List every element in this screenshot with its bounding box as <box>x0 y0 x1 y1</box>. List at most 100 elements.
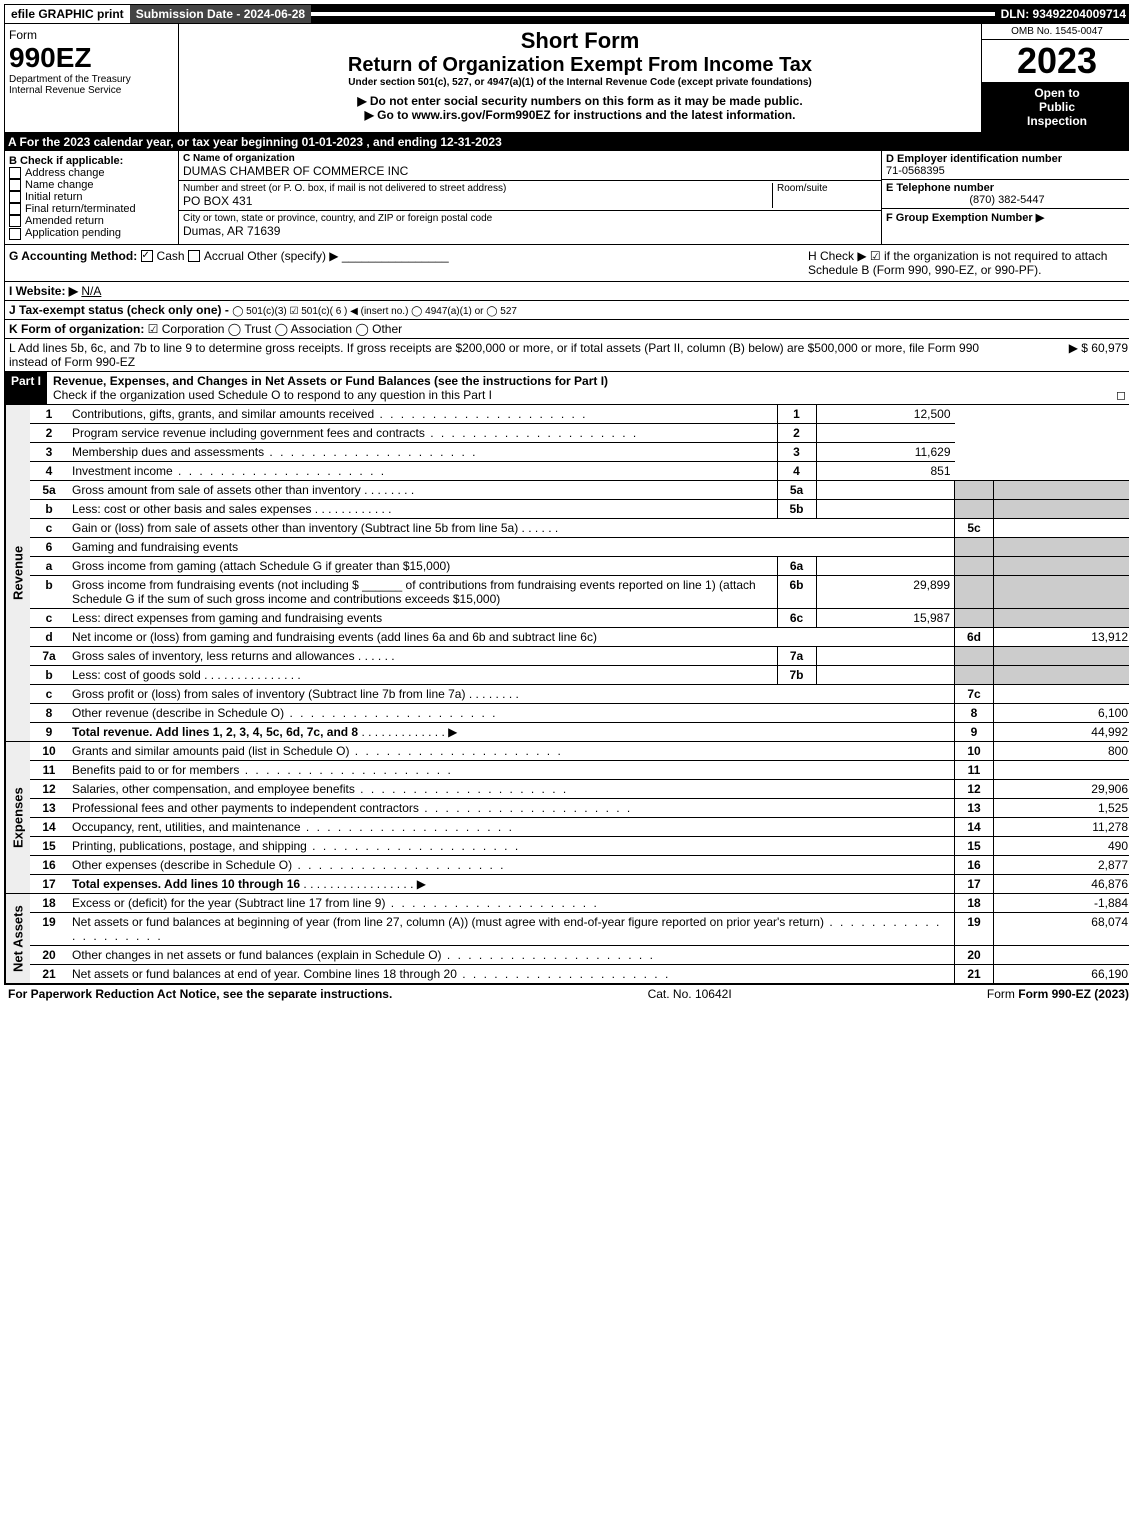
open-line3: Inspection <box>986 114 1128 128</box>
line-13-val: 1,525 <box>994 798 1129 817</box>
g-cash-check[interactable] <box>141 250 153 262</box>
line-11: 11Benefits paid to or for members11 <box>30 760 1129 779</box>
line-18: 18Excess or (deficit) for the year (Subt… <box>30 894 1129 913</box>
g-accrual-label: Accrual <box>204 249 244 263</box>
subtitle: Under section 501(c), 527, or 4947(a)(1)… <box>183 77 977 88</box>
return-title: Return of Organization Exempt From Incom… <box>183 54 977 77</box>
line-6-desc: Gaming and fundraising events <box>68 537 955 556</box>
b-opt-address[interactable]: Address change <box>9 167 174 179</box>
b-opt-name[interactable]: Name change <box>9 179 174 191</box>
line-6b-sv: 29,899 <box>816 575 955 608</box>
c-name-row: C Name of organization DUMAS CHAMBER OF … <box>179 151 881 181</box>
line-14-desc: Occupancy, rent, utilities, and maintena… <box>68 817 955 836</box>
line-6a-desc: Gross income from gaming (attach Schedul… <box>68 556 777 575</box>
line-20-val <box>994 945 1129 964</box>
goto-link[interactable]: ▶ Go to www.irs.gov/Form990EZ for instru… <box>183 108 977 122</box>
room-suite-label: Room/suite <box>772 183 877 208</box>
line-6b-pre: Gross income from fundraising events (no… <box>72 578 359 592</box>
line-1-val: 12,500 <box>816 405 955 424</box>
line-9-val: 44,992 <box>994 722 1129 741</box>
footer-center: Cat. No. 10642I <box>648 987 732 1001</box>
d-row: D Employer identification number 71-0568… <box>882 151 1129 180</box>
line-6a-sub: 6a <box>777 556 816 575</box>
line-20: 20Other changes in net assets or fund ba… <box>30 945 1129 964</box>
c-addr-row: Number and street (or P. O. box, if mail… <box>179 181 881 211</box>
form-word: Form <box>9 28 174 42</box>
line-10-desc: Grants and similar amounts paid (list in… <box>68 742 955 761</box>
line-11-val <box>994 760 1129 779</box>
line-5c-desc: Gain or (loss) from sale of assets other… <box>72 521 518 535</box>
page-footer: For Paperwork Reduction Act Notice, see … <box>4 984 1129 1003</box>
line-7b-sv <box>816 665 955 684</box>
short-form-label: Short Form <box>183 28 977 54</box>
line-10-val: 800 <box>994 742 1129 761</box>
submission-date: Submission Date - 2024-06-28 <box>130 5 311 23</box>
k-options: ☑ Corporation ◯ Trust ◯ Association ◯ Ot… <box>148 322 402 336</box>
org-name: DUMAS CHAMBER OF COMMERCE INC <box>183 164 877 178</box>
line-6c-sv: 15,987 <box>816 608 955 627</box>
line-4-val: 851 <box>816 461 955 480</box>
row-k: K Form of organization: ☑ Corporation ◯ … <box>4 320 1129 339</box>
line-5b-desc: Less: cost or other basis and sales expe… <box>72 502 311 516</box>
j-options: ◯ 501(c)(3) ☑ 501(c)( 6 ) ◀ (insert no.)… <box>232 306 517 317</box>
line-16-desc: Other expenses (describe in Schedule O) <box>68 855 955 874</box>
line-1-desc: Contributions, gifts, grants, and simila… <box>68 405 777 424</box>
b-opt-initial[interactable]: Initial return <box>9 191 174 203</box>
part1-badge: Part I <box>5 372 47 404</box>
line-17-val: 46,876 <box>994 874 1129 893</box>
line-11-desc: Benefits paid to or for members <box>68 760 955 779</box>
omb-number: OMB No. 1545-0047 <box>982 24 1129 40</box>
f-label: F Group Exemption Number ▶ <box>886 212 1044 224</box>
g-accrual-check[interactable] <box>188 250 200 262</box>
dept-irs: Internal Revenue Service <box>9 85 174 96</box>
line-20-desc: Other changes in net assets or fund bala… <box>68 945 955 964</box>
line-7b: bLess: cost of goods sold . . . . . . . … <box>30 665 1129 684</box>
b-opt-pending[interactable]: Application pending <box>9 227 174 239</box>
line-2-val <box>816 423 955 442</box>
j-label: J Tax-exempt status (check only one) - <box>9 303 229 317</box>
line-5c-val <box>994 518 1129 537</box>
telephone: (870) 382-5447 <box>886 194 1128 206</box>
line-6d-desc: Net income or (loss) from gaming and fun… <box>68 627 955 646</box>
line-5a-sv <box>816 480 955 499</box>
line-12-val: 29,906 <box>994 779 1129 798</box>
g-other-label: Other (specify) ▶ <box>247 249 338 263</box>
column-de: D Employer identification number 71-0568… <box>881 151 1129 244</box>
c-city-label: City or town, state or province, country… <box>183 213 877 224</box>
line-6: 6Gaming and fundraising events <box>30 537 1129 556</box>
efile-label: efile GRAPHIC print <box>5 5 130 23</box>
part1-check-box[interactable]: ◻ <box>1116 388 1126 402</box>
header-center: Short Form Return of Organization Exempt… <box>179 24 982 132</box>
b-opt-amended[interactable]: Amended return <box>9 215 174 227</box>
line-9-arrow: ▶ <box>448 725 457 739</box>
line-15-val: 490 <box>994 836 1129 855</box>
revenue-table: 1Contributions, gifts, grants, and simil… <box>30 405 1129 741</box>
l-value: ▶ $ 60,979 <box>1008 341 1128 369</box>
line-17-desc: Total expenses. Add lines 10 through 16 <box>72 877 300 891</box>
footer-form-id: Form 990-EZ (2023) <box>1018 987 1129 1001</box>
line-7b-sub: 7b <box>777 665 816 684</box>
open-line1: Open to <box>986 86 1128 100</box>
line-9-desc: Total revenue. Add lines 1, 2, 3, 4, 5c,… <box>72 725 358 739</box>
expenses-side-label: Expenses <box>5 742 30 893</box>
line-19: 19Net assets or fund balances at beginni… <box>30 912 1129 945</box>
c-name-label: C Name of organization <box>183 153 877 164</box>
expenses-table: 10Grants and similar amounts paid (list … <box>30 742 1129 893</box>
b-opt-5-label: Application pending <box>25 227 121 239</box>
line-2: 2Program service revenue including gover… <box>30 423 1129 442</box>
spacer <box>311 12 994 16</box>
c-city-row: City or town, state or province, country… <box>179 211 881 240</box>
line-21-val: 66,190 <box>994 964 1129 983</box>
line-9: 9Total revenue. Add lines 1, 2, 3, 4, 5c… <box>30 722 1129 741</box>
line-14-val: 11,278 <box>994 817 1129 836</box>
part1-title: Revenue, Expenses, and Changes in Net As… <box>53 374 608 388</box>
line-2-desc: Program service revenue including govern… <box>68 423 777 442</box>
info-block: B Check if applicable: Address change Na… <box>4 151 1129 245</box>
line-17: 17Total expenses. Add lines 10 through 1… <box>30 874 1129 893</box>
k-label: K Form of organization: <box>9 322 144 336</box>
line-6b: bGross income from fundraising events (n… <box>30 575 1129 608</box>
dln: DLN: 93492204009714 <box>995 5 1129 23</box>
line-16: 16Other expenses (describe in Schedule O… <box>30 855 1129 874</box>
b-opt-final[interactable]: Final return/terminated <box>9 203 174 215</box>
line-7a: 7aGross sales of inventory, less returns… <box>30 646 1129 665</box>
